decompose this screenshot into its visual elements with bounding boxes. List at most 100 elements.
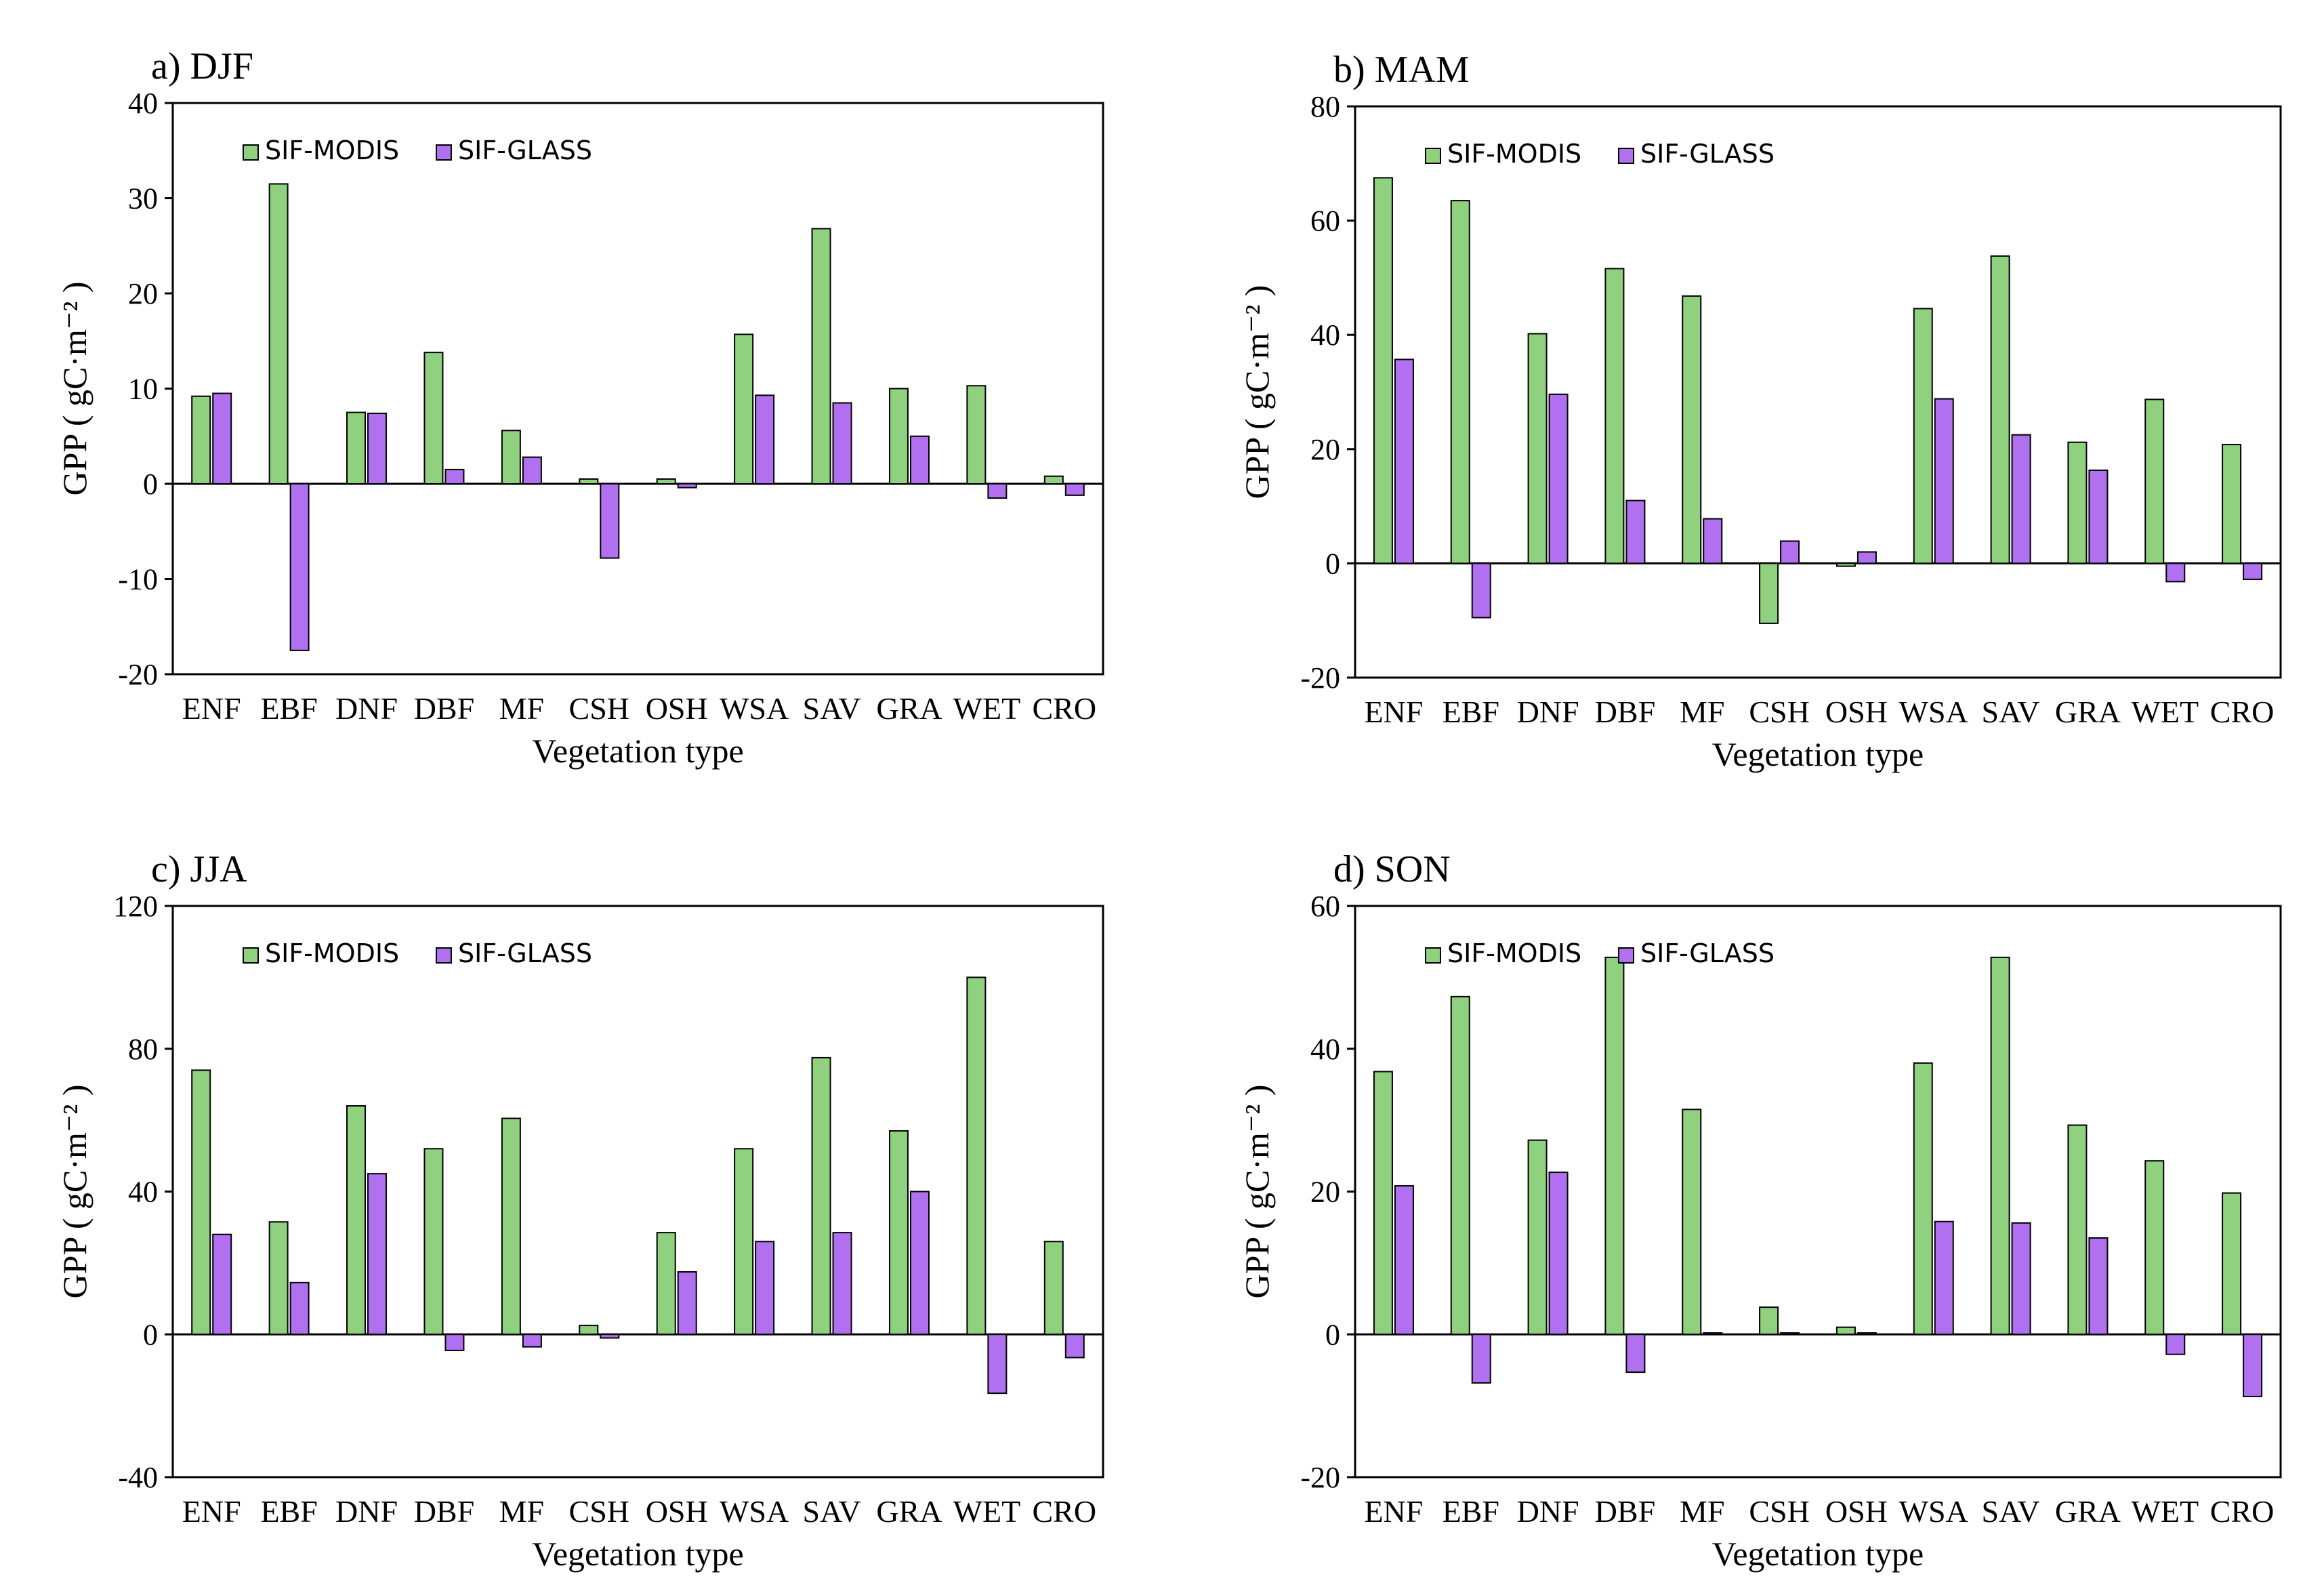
x-tick-label: DNF xyxy=(335,691,398,726)
chart-panel-3: c) JJA -40 0 40 80 120 ENF EBF DNF DBF MF CSH OSH WSA… xyxy=(56,848,1104,1573)
x-tick-label: GRA xyxy=(2055,1494,2121,1529)
bar-sif-glass-wet xyxy=(987,483,1008,499)
x-tick-label: SAV xyxy=(1982,695,2040,729)
bar-sif-modis-csh xyxy=(579,478,599,484)
plot-frame xyxy=(1354,905,2282,1479)
bar-sif-modis-sav xyxy=(811,228,831,484)
x-axis-title: Vegetation type xyxy=(532,1535,743,1573)
bar-sif-glass-cro xyxy=(2243,562,2263,581)
x-tick-label: SAV xyxy=(802,691,860,726)
y-tick-label: 0 xyxy=(1325,547,1340,580)
x-tick-label: MF xyxy=(1680,1494,1724,1529)
bar-sif-modis-cro xyxy=(1043,1241,1064,1336)
x-tick-label: OSH xyxy=(1825,695,1888,729)
bar-sif-glass-csh xyxy=(1780,1332,1800,1336)
bar-sif-modis-osh xyxy=(1835,1326,1856,1336)
x-tick-label: CRO xyxy=(2210,1494,2275,1529)
y-tick-label: 10 xyxy=(128,373,158,406)
bar-sif-modis-enf xyxy=(191,1069,211,1336)
bar-sif-modis-gra xyxy=(2067,1124,2088,1336)
bar-sif-glass-mf xyxy=(1703,1332,1723,1336)
y-tick-label: 80 xyxy=(1310,90,1340,123)
y-tick-label: 60 xyxy=(1310,890,1340,923)
bar-sif-modis-csh xyxy=(1759,562,1779,624)
bar-sif-glass-osh xyxy=(677,1271,697,1336)
bar-sif-glass-sav xyxy=(2011,1222,2031,1336)
y-tick-label: 40 xyxy=(1310,318,1340,352)
x-tick-label: CRO xyxy=(2210,695,2275,729)
bar-sif-glass-csh xyxy=(600,483,620,559)
x-tick-label: MF xyxy=(499,691,544,726)
bar-sif-glass-ebf xyxy=(289,483,310,651)
y-axis-title: GPP ( gC·m⁻² ) xyxy=(1238,285,1276,499)
bar-sif-glass-sav xyxy=(832,402,852,485)
bar-sif-modis-wet xyxy=(966,385,987,484)
y-tick-label: 120 xyxy=(113,890,158,923)
bar-sif-glass-enf xyxy=(1394,1185,1414,1336)
x-tick-label: DBF xyxy=(414,1494,474,1529)
x-tick-label: OSH xyxy=(646,1494,708,1529)
bar-sif-modis-sav xyxy=(1990,255,2010,564)
bar-sif-modis-gra xyxy=(2067,441,2088,564)
x-tick-label: WSA xyxy=(1899,1494,1968,1529)
bar-sif-glass-osh xyxy=(1856,551,1877,564)
legend-swatch-sif-glass xyxy=(436,947,452,964)
plot-frame xyxy=(171,905,1104,1479)
x-tick-label: WET xyxy=(2131,695,2199,729)
bar-sif-glass-gra xyxy=(909,435,930,484)
bar-sif-glass-dnf xyxy=(1548,393,1569,564)
x-tick-label: WSA xyxy=(1899,695,1968,729)
bar-sif-glass-dbf xyxy=(444,1334,465,1351)
x-tick-label: GRA xyxy=(876,691,942,726)
bar-sif-glass-cro xyxy=(2243,1334,2263,1397)
bar-sif-glass-sav xyxy=(2011,434,2031,564)
bar-sif-glass-gra xyxy=(2088,1237,2109,1336)
legend-label-sif-modis: SIF-MODIS xyxy=(265,136,399,165)
bar-sif-modis-dnf xyxy=(346,411,367,484)
legend-label-sif-modis: SIF-MODIS xyxy=(1447,139,1581,169)
x-tick-label: CRO xyxy=(1032,691,1096,726)
bar-sif-glass-enf xyxy=(212,392,232,485)
bar-sif-modis-cro xyxy=(2222,1192,2242,1336)
bar-sif-modis-osh xyxy=(1835,562,1856,567)
legend-label-sif-glass: SIF-GLASS xyxy=(1640,139,1775,169)
bar-sif-modis-ebf xyxy=(268,1221,289,1336)
bar-sif-glass-dbf xyxy=(444,468,465,484)
bar-sif-glass-wet xyxy=(2165,1334,2186,1355)
x-tick-label: SAV xyxy=(1982,1494,2040,1529)
bar-sif-modis-csh xyxy=(579,1325,599,1336)
y-tick-label: -10 xyxy=(118,563,158,596)
bar-sif-glass-cro xyxy=(1064,483,1085,496)
bar-sif-modis-gra xyxy=(888,1130,909,1336)
bar-sif-modis-gra xyxy=(888,388,909,484)
chart-panel-4: d) SON -20 0 20 40 60 ENF EBF DNF DBF MF CSH OSH WSA S… xyxy=(1238,848,2282,1573)
y-tick-label: 40 xyxy=(128,1176,158,1209)
legend-swatch-sif-modis xyxy=(243,947,259,964)
plot-frame xyxy=(171,102,1104,676)
bar-sif-modis-csh xyxy=(1759,1306,1779,1336)
x-tick-label: EBF xyxy=(260,1494,317,1529)
bar-sif-glass-ebf xyxy=(289,1281,310,1336)
bar-sif-modis-ebf xyxy=(1450,995,1470,1336)
bar-sif-modis-mf xyxy=(1682,295,1702,564)
legend-label-sif-glass: SIF-GLASS xyxy=(458,938,592,968)
bar-sif-glass-dnf xyxy=(1548,1172,1569,1336)
y-tick-label: -20 xyxy=(1300,1461,1340,1494)
y-tick-label: -40 xyxy=(118,1461,158,1494)
bar-sif-glass-wet xyxy=(2165,562,2186,583)
x-axis-title: Vegetation type xyxy=(1712,1535,1924,1573)
panel-title: c) JJA xyxy=(151,848,247,890)
x-tick-label: DNF xyxy=(335,1494,398,1529)
bar-sif-modis-enf xyxy=(191,395,211,484)
legend-swatch-sif-glass xyxy=(436,144,452,161)
bar-sif-glass-csh xyxy=(600,1334,620,1339)
bar-sif-glass-enf xyxy=(1394,358,1414,564)
bar-sif-modis-wsa xyxy=(1913,308,1933,564)
bar-sif-modis-osh xyxy=(656,478,676,484)
legend-swatch-sif-glass xyxy=(1618,148,1634,164)
bar-sif-modis-dnf xyxy=(1527,333,1548,564)
bar-sif-glass-wsa xyxy=(755,1241,775,1336)
y-tick-label: 40 xyxy=(1310,1033,1340,1066)
y-tick-label: 20 xyxy=(1310,433,1340,466)
